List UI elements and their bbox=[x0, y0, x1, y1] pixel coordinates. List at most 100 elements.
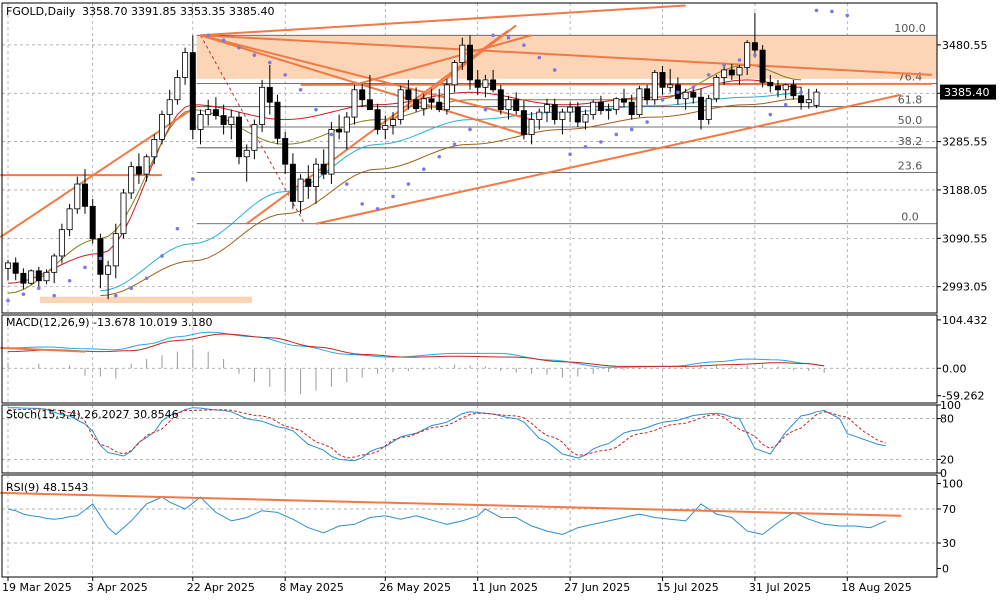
current-price-value: 3385.40 bbox=[944, 86, 990, 99]
rsi-tick-label: 70 bbox=[942, 503, 956, 516]
candle-body bbox=[74, 183, 81, 210]
sar-dot bbox=[329, 132, 334, 137]
sar-dot bbox=[298, 88, 303, 92]
candle bbox=[667, 68, 674, 93]
parabolic-sar bbox=[6, 8, 850, 303]
stoch-tick-label: 100 bbox=[940, 399, 961, 412]
x-tick-label: 22 Apr 2025 bbox=[187, 581, 255, 594]
candle-body bbox=[775, 85, 782, 91]
candle bbox=[574, 102, 581, 127]
fib-level-label: 100.0 bbox=[894, 22, 926, 35]
candle-body bbox=[805, 99, 812, 104]
moving-average-line bbox=[100, 92, 802, 292]
candle bbox=[690, 87, 697, 104]
trendline bbox=[354, 34, 532, 86]
candle-body bbox=[651, 72, 658, 101]
candle-body bbox=[405, 89, 412, 101]
candle-body bbox=[659, 72, 666, 88]
candle-body bbox=[605, 109, 612, 112]
y-tick-label: 2993.05 bbox=[942, 281, 988, 294]
candle bbox=[128, 161, 135, 199]
sar-dot bbox=[452, 142, 457, 147]
candle-body bbox=[35, 270, 42, 282]
candle-body bbox=[790, 84, 797, 97]
candle-body bbox=[513, 99, 520, 112]
rsi-tick-label: 0 bbox=[942, 563, 949, 576]
sar-dot bbox=[391, 194, 395, 199]
sar-dot bbox=[660, 97, 665, 102]
panel-frame bbox=[1, 474, 938, 578]
candle bbox=[798, 86, 805, 110]
candle bbox=[28, 269, 35, 285]
candle bbox=[359, 83, 366, 108]
y-tick-label: 3188.05 bbox=[942, 184, 988, 197]
candle bbox=[182, 47, 189, 85]
candle bbox=[759, 45, 766, 88]
rsi-trendline bbox=[0, 491, 902, 517]
candle-body bbox=[5, 262, 11, 269]
candle-body bbox=[158, 114, 165, 140]
candle bbox=[728, 64, 735, 80]
candle-body bbox=[112, 233, 119, 267]
candle bbox=[744, 40, 751, 75]
candle bbox=[597, 95, 604, 115]
sar-dot bbox=[98, 256, 103, 261]
candle bbox=[58, 223, 65, 264]
candle bbox=[544, 98, 551, 123]
candle-body bbox=[220, 115, 227, 125]
candle bbox=[713, 74, 720, 103]
candle bbox=[35, 266, 42, 289]
candle-body bbox=[143, 156, 150, 175]
sar-dot bbox=[191, 177, 195, 181]
x-tick-label: 19 Mar 2025 bbox=[2, 581, 72, 594]
candle-body bbox=[235, 116, 242, 158]
candle bbox=[805, 88, 812, 109]
candle-body bbox=[251, 124, 258, 151]
candle-body bbox=[336, 129, 343, 133]
candle-body bbox=[128, 166, 135, 194]
candle-body bbox=[28, 270, 35, 284]
candle-body bbox=[320, 163, 327, 175]
candle bbox=[775, 79, 782, 98]
candle bbox=[243, 144, 250, 182]
candle bbox=[528, 112, 535, 145]
candle-body bbox=[97, 238, 104, 275]
sar-dot bbox=[114, 293, 118, 298]
candle-body bbox=[698, 96, 705, 120]
candle-body bbox=[490, 79, 497, 91]
candle-body bbox=[197, 114, 204, 130]
sar-dot bbox=[129, 286, 133, 291]
candle-body bbox=[174, 77, 181, 101]
candle bbox=[790, 79, 797, 100]
candle-body bbox=[89, 205, 96, 240]
candle-body bbox=[189, 52, 196, 130]
candle bbox=[659, 65, 666, 95]
sar-dot bbox=[799, 90, 803, 95]
candle bbox=[158, 110, 165, 145]
sar-dot bbox=[144, 276, 149, 281]
candle-body bbox=[474, 79, 481, 88]
fib-level-label: 38.2 bbox=[898, 135, 923, 148]
candle-body bbox=[798, 95, 805, 104]
candle-body bbox=[505, 99, 512, 111]
stoch-tick-label: 20 bbox=[940, 453, 954, 466]
candle-body bbox=[644, 88, 651, 101]
candle bbox=[228, 109, 235, 140]
candle bbox=[497, 84, 504, 115]
fib-level-label: 61.8 bbox=[898, 94, 923, 107]
candle-body bbox=[105, 265, 112, 275]
candle-body bbox=[497, 89, 504, 111]
x-tick-label: 11 Jun 2025 bbox=[472, 581, 538, 594]
candle bbox=[621, 88, 628, 108]
candle bbox=[212, 97, 219, 120]
moving-average-line bbox=[7, 64, 802, 294]
sar-dot bbox=[783, 102, 788, 107]
macd-title: MACD(12,26,9) -13.678 10.019 3.180 bbox=[6, 316, 212, 329]
candle-body bbox=[328, 129, 335, 175]
candle bbox=[613, 97, 620, 115]
sar-dot bbox=[552, 68, 557, 72]
candle-body bbox=[551, 104, 558, 120]
rsi-tick-label: 30 bbox=[942, 537, 956, 550]
stochastic-panel bbox=[2, 407, 937, 462]
